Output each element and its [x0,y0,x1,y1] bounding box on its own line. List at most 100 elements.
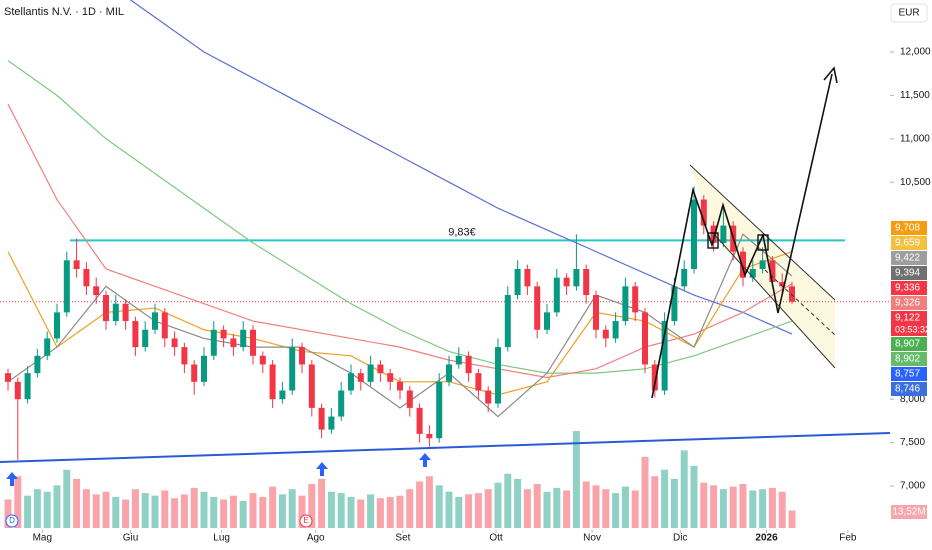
x-tick-label: Feb [839,533,857,544]
volume-bar [631,490,639,528]
candle-body [720,225,727,243]
candle-body [534,286,541,330]
volume-bar [602,489,610,528]
volume-bar [367,494,375,528]
volume-bar [269,486,277,528]
candle-body [14,381,21,400]
candle-body [54,312,60,339]
price-label: 9,122 [895,313,920,324]
candle-body [387,373,394,382]
moving-average [7,60,793,374]
price-label: 8,746 [895,384,920,395]
volume-bar [220,499,228,528]
volume-bar [710,485,718,528]
candle-body [328,416,335,430]
x-tick-label: 2026 [755,533,778,544]
candle-body [495,347,501,404]
volume-bar [82,489,90,528]
moving-averages [7,0,793,418]
volume-bar [504,473,512,528]
candles [5,186,795,460]
volume-bar [229,495,237,528]
candle-body [789,286,795,302]
candle-body [563,277,570,287]
volume-bar [43,491,51,528]
candle-body [240,329,247,348]
candle-body [83,268,90,287]
volume-bar [670,478,678,528]
volume-bar [700,482,708,528]
volume-bar [24,495,32,528]
volume-bar [357,499,365,528]
candle-body [475,373,482,391]
volume-bar [308,484,316,528]
volume-bar [327,491,335,528]
candle-body [93,286,100,296]
box [707,232,719,249]
y-tick-label: 7,500 [900,437,925,448]
volume-bar [719,489,727,528]
candle-body [524,268,531,287]
x-tick-label: Ott [489,533,503,544]
price-label-box [891,251,927,265]
candle-body [769,260,776,283]
volume-bar [347,496,355,528]
volume-bar [680,450,688,528]
price-label: 8,907 [895,339,920,350]
volume-bar [171,498,179,528]
volume-bar [553,487,561,528]
candle-body [681,268,688,287]
volume-bar [122,499,130,528]
volume-bar [92,494,100,528]
x-tick-label: Ago [307,533,325,544]
volume-bar [386,496,394,528]
candle-body [602,329,609,339]
volume-bar [572,430,580,528]
candle-body [299,347,305,365]
price-label: 9,422 [895,253,920,264]
candle-body [338,390,345,417]
candle-body [103,295,109,322]
chart-title: Stellantis N.V. · 1D · MIL [4,6,124,18]
x-tick-label: Dic [673,533,687,544]
y-tick-label: 8,000 [900,394,925,405]
candle-body [779,282,786,287]
candle-body [24,373,31,400]
volume-bar [425,476,433,528]
volume-bar [318,478,326,528]
price-label-box [891,337,927,351]
candle-body [191,364,198,382]
volume-bar [102,491,110,528]
volume-bar [278,494,286,528]
volume-bar [445,491,453,528]
candle-body [700,199,707,226]
volume-bar [543,491,551,528]
candle-body [651,364,658,391]
channel-upper [689,164,836,301]
price-label: 9,708 [895,223,920,234]
candle-body [5,373,11,382]
badge [5,514,19,528]
candle-body [44,338,51,356]
volume-bar [288,489,296,528]
candle-body [171,338,178,348]
price-label: 8,902 [895,354,920,365]
y-tick-label: 11,500 [900,90,930,101]
volume-bar [788,510,796,528]
candle-body [112,303,119,322]
volume-bar [180,494,188,528]
candle-body [152,312,158,330]
volume-bar [494,482,502,528]
candle-body [377,364,384,374]
candle-body [348,373,354,391]
volume-bar [592,485,600,528]
moving-average [129,0,793,335]
signal-arrow [6,472,18,486]
currency-box [890,3,928,23]
volume-bar [759,489,767,528]
candle-body [671,286,678,322]
volume-bar [151,495,159,528]
candle-body [426,433,433,439]
price-label: 9,394 [895,268,920,279]
x-tick-label: Set [395,533,410,544]
